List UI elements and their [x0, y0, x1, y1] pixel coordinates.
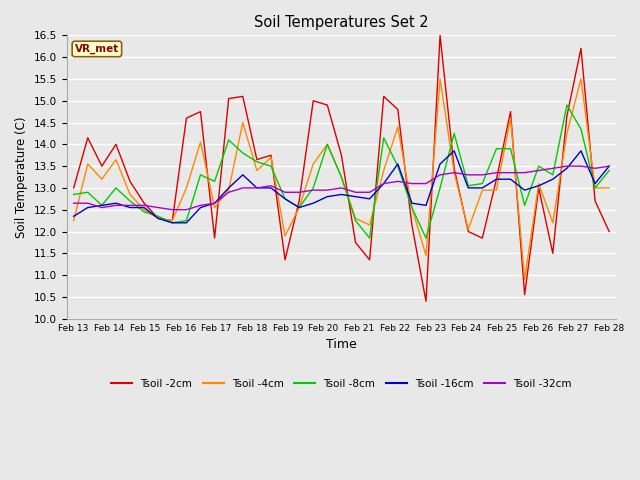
Title: Soil Temperatures Set 2: Soil Temperatures Set 2 [254, 15, 429, 30]
X-axis label: Time: Time [326, 338, 356, 351]
Y-axis label: Soil Temperature (C): Soil Temperature (C) [15, 116, 28, 238]
Legend: Tsoil -2cm, Tsoil -4cm, Tsoil -8cm, Tsoil -16cm, Tsoil -32cm: Tsoil -2cm, Tsoil -4cm, Tsoil -8cm, Tsoi… [107, 374, 575, 393]
Text: VR_met: VR_met [75, 44, 119, 54]
